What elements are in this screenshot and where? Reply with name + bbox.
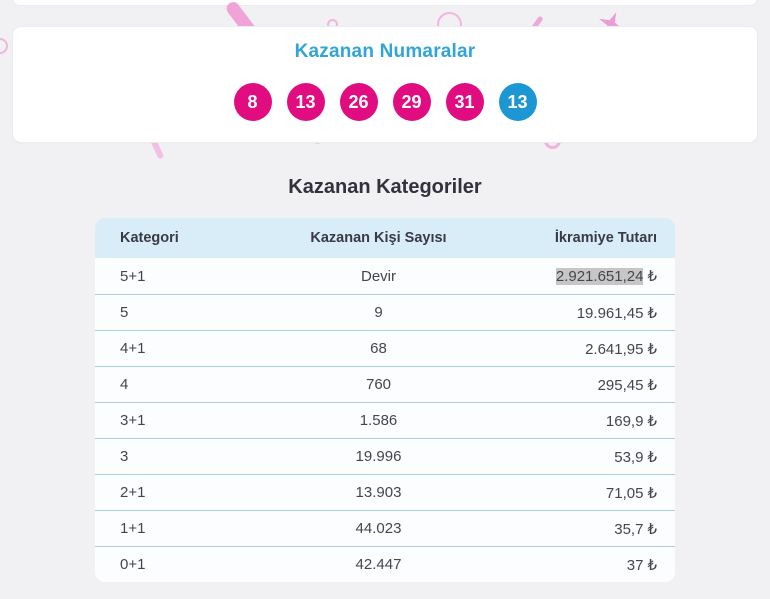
table-row: 5 9 19.961,45 ₺ [95, 294, 675, 330]
cell-amount: 295,45 ₺ [477, 376, 657, 394]
cell-winners: 9 [374, 304, 383, 321]
winning-number-ball: 13 [286, 83, 325, 121]
cell-amount: 169,9 ₺ [477, 412, 657, 430]
lira-symbol: ₺ [647, 555, 657, 574]
lira-symbol: ₺ [647, 267, 657, 285]
cell-amount: 2.921.651,24 ₺ [477, 267, 657, 285]
table-row: 3+1 1.586 169,9 ₺ [95, 402, 675, 438]
amount-value: 2.641,95 [585, 340, 644, 358]
table-row: 2+1 13.903 71,05 ₺ [95, 474, 675, 510]
winning-number-ball: 8 [233, 83, 272, 121]
cell-category: 5+1 [120, 267, 146, 285]
cell-category: 0+1 [120, 556, 146, 573]
winning-number-ball: 26 [339, 83, 378, 121]
header-category: Kategori [120, 230, 179, 246]
cell-winners: 1.586 [359, 412, 398, 429]
previous-card-edge [12, 0, 758, 6]
winning-number-ball: 31 [445, 83, 484, 121]
table-body: 5+1 Devir 2.921.651,24 ₺ 5 9 19.961,45 ₺ 4… [95, 258, 675, 582]
cell-winners: 42.447 [355, 556, 402, 573]
lira-symbol: ₺ [647, 411, 657, 430]
amount-value: 35,7 [614, 520, 644, 538]
table-row: 0+1 42.447 37 ₺ [95, 546, 675, 582]
amount-value: 53,9 [614, 448, 644, 466]
categories-table: Kategori Kazanan Kişi Sayısı İkramiye Tu… [95, 218, 675, 582]
winning-number-bonus-ball: 13 [498, 83, 537, 121]
confetti-circle-icon [0, 38, 8, 54]
categories-title: Kazanan Kategoriler [288, 176, 482, 198]
lira-symbol: ₺ [647, 447, 657, 466]
cell-amount: 37 ₺ [477, 556, 657, 574]
lira-symbol: ₺ [647, 339, 657, 358]
cell-amount: 71,05 ₺ [477, 484, 657, 502]
winning-numbers-row: 8 13 26 29 31 13 [13, 83, 757, 121]
cell-amount: 35,7 ₺ [477, 520, 657, 538]
lira-symbol: ₺ [647, 303, 657, 322]
cell-category: 2+1 [120, 484, 146, 501]
amount-value: 71,05 [605, 484, 644, 502]
cell-winners: Devir [360, 267, 396, 285]
amount-value: 37 [626, 556, 644, 574]
cell-amount: 53,9 ₺ [477, 448, 657, 466]
cell-category: 4+1 [120, 340, 146, 357]
lira-symbol: ₺ [647, 483, 657, 502]
winning-numbers-card: Kazanan Numaralar 8 13 26 29 31 13 [12, 26, 758, 143]
cell-winners: 68 [370, 340, 387, 357]
amount-value: 169,9 [605, 412, 644, 430]
table-row: 3 19.996 53,9 ₺ [95, 438, 675, 474]
header-winners: Kazanan Kişi Sayısı [310, 230, 447, 246]
amount-value: 295,45 [597, 376, 644, 394]
table-header-row: Kategori Kazanan Kişi Sayısı İkramiye Tu… [95, 218, 675, 258]
amount-value: 19.961,45 [576, 304, 644, 322]
cell-amount: 19.961,45 ₺ [477, 304, 657, 322]
cell-category: 3 [120, 448, 129, 465]
lira-symbol: ₺ [647, 375, 657, 394]
cell-winners: 760 [365, 376, 392, 393]
winning-number-ball: 29 [392, 83, 431, 121]
table-row: 4 760 295,45 ₺ [95, 366, 675, 402]
header-amount: İkramiye Tutarı [554, 230, 657, 246]
table-row: 4+1 68 2.641,95 ₺ [95, 330, 675, 366]
cell-winners: 44.023 [355, 520, 402, 537]
cell-amount: 2.641,95 ₺ [477, 340, 657, 358]
cell-category: 1+1 [120, 520, 146, 537]
table-row: 5+1 Devir 2.921.651,24 ₺ [95, 258, 675, 294]
winning-numbers-title: Kazanan Numaralar [294, 41, 476, 62]
lira-symbol: ₺ [647, 519, 657, 538]
amount-value: 2.921.651,24 [555, 268, 644, 285]
cell-category: 5 [120, 304, 129, 321]
cell-winners: 19.996 [355, 448, 402, 465]
table-row: 1+1 44.023 35,7 ₺ [95, 510, 675, 546]
cell-winners: 13.903 [355, 484, 402, 501]
cell-category: 3+1 [120, 412, 146, 429]
cell-category: 4 [120, 376, 129, 393]
